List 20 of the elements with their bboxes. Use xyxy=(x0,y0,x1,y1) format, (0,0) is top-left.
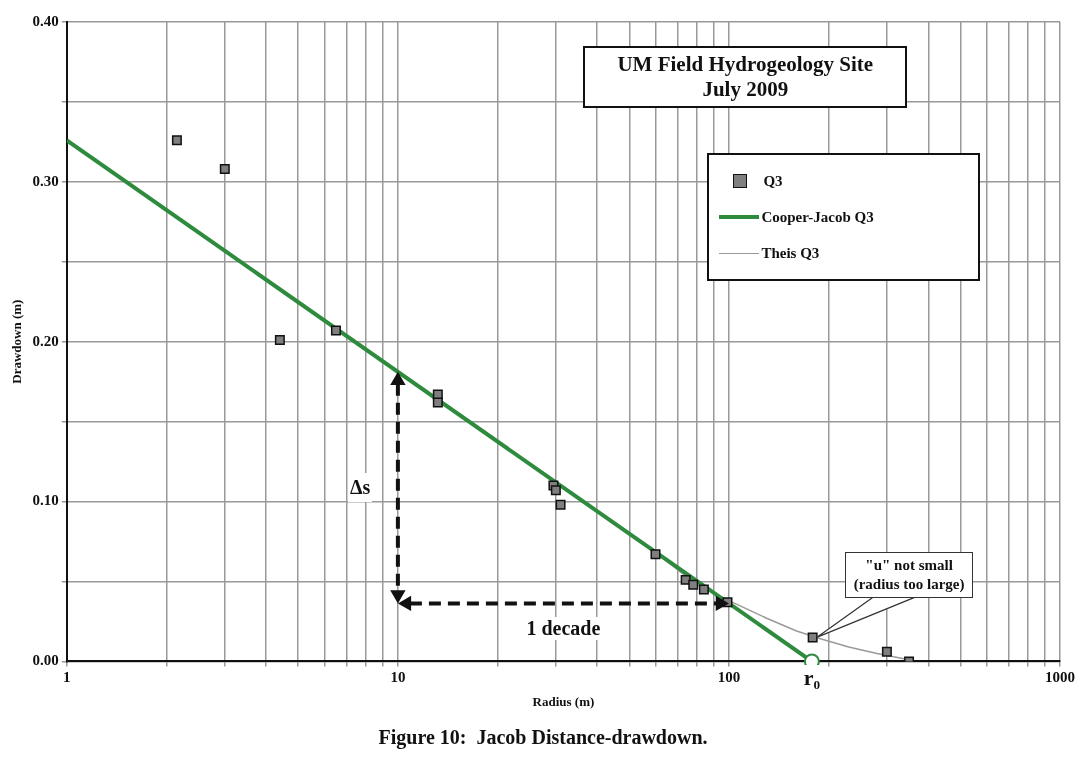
legend-label: Theis Q3 xyxy=(761,244,820,262)
y-tick-label: 0.40 xyxy=(32,12,59,29)
legend-label: Cooper-Jacob Q3 xyxy=(761,208,874,226)
annotation: r₀ xyxy=(803,665,821,692)
annotation: Δs xyxy=(347,473,373,503)
y-tick-label: 0.10 xyxy=(32,492,59,509)
x-tick-label: 10 xyxy=(390,669,406,686)
title-box: UM Field Hydrogeology Site July 2009 xyxy=(583,46,908,108)
x-tick-label: 1000 xyxy=(1045,669,1075,686)
annotation: 1 decade xyxy=(522,617,605,641)
legend-label: Q3 xyxy=(763,172,783,190)
x-axis-title: Radius (m) xyxy=(532,693,595,709)
x-tick-label: 100 xyxy=(717,669,741,686)
y-axis-title: Drawdown (m) xyxy=(9,299,25,384)
callout-box: "u" not small (radius too large) xyxy=(844,552,974,599)
y-tick-label: 0.00 xyxy=(32,652,59,669)
x-tick-label: 1 xyxy=(63,669,71,686)
y-tick-label: 0.30 xyxy=(32,172,59,189)
caption: Figure 10: Jacob Distance-drawdown. xyxy=(378,726,708,749)
y-tick-label: 0.20 xyxy=(32,332,59,349)
